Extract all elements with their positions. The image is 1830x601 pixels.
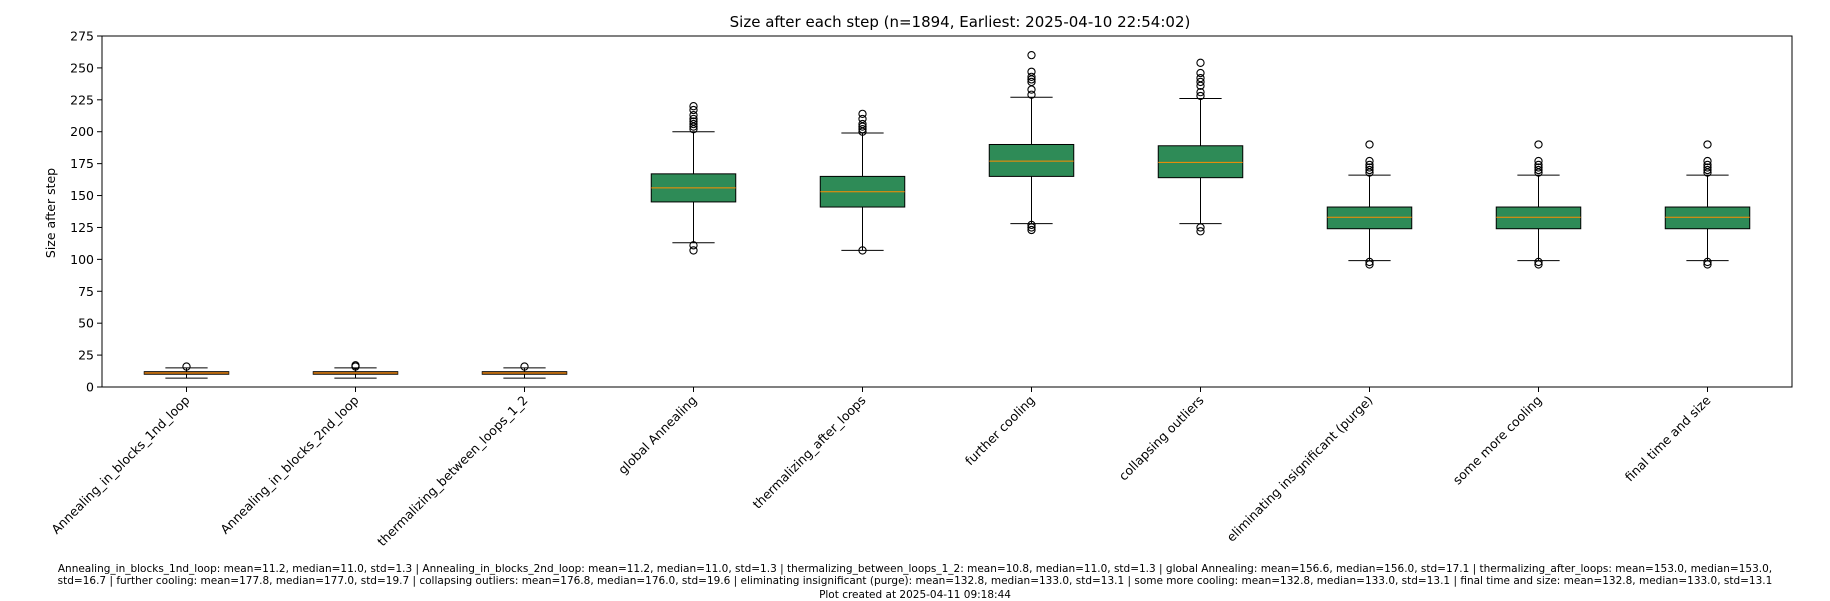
outlier-point (520, 362, 529, 371)
outlier-point (1196, 58, 1205, 67)
outlier-point (1027, 90, 1036, 99)
outlier-point (1534, 163, 1543, 172)
outlier-point (1534, 160, 1543, 170)
outlier-point (1365, 140, 1374, 149)
x-tick-label: Annealing_in_blocks_2nd_loop (217, 392, 361, 536)
outlier-point (1534, 260, 1543, 269)
outlier-point (1196, 227, 1205, 236)
outlier-point (689, 117, 698, 126)
y-axis-label: Size after step (43, 168, 58, 258)
outlier-point (689, 241, 698, 250)
outlier-point (1027, 72, 1036, 81)
outlier-point (1534, 165, 1543, 175)
outlier-point (1365, 257, 1374, 267)
x-tick-label: collapsing outliers (1116, 393, 1207, 484)
y-tick-label: 225 (70, 92, 94, 107)
plot-created-timestamp: Plot created at 2025-04-11 09:18:44 (819, 589, 1011, 601)
outlier-point (1027, 220, 1036, 230)
outlier-point (689, 246, 698, 255)
x-tick-label: Annealing_in_blocks_1nd_loop (48, 392, 192, 536)
chart-title: Size after each step (n=1894, Earliest: … (730, 13, 1191, 31)
x-tick-label: thermalizing_between_loops_1_2 (374, 393, 530, 549)
outlier-point (1027, 85, 1036, 94)
outlier-point (1196, 223, 1205, 232)
outlier-point (1534, 140, 1543, 149)
outlier-point (1365, 260, 1374, 269)
y-tick-label: 0 (86, 380, 94, 395)
outlier-point (1027, 67, 1036, 76)
outlier-point (1365, 156, 1374, 166)
outlier-point (1703, 257, 1712, 267)
footer-stats: Annealing_in_blocks_1nd_loop: mean=11.2,… (0, 563, 1830, 587)
outlier-point (1196, 77, 1205, 87)
y-tick-label: 100 (70, 252, 94, 267)
x-tick-label: some more cooling (1450, 393, 1545, 488)
outlier-point (1027, 223, 1036, 232)
x-tick-label: eliminating insignificant (purge) (1223, 393, 1375, 545)
footer-stats-line-2: std=16.7 | further cooling: mean=177.8, … (57, 575, 1773, 587)
x-tick-label: thermalizing_after_loops (750, 393, 869, 512)
outlier-point (1027, 77, 1036, 87)
y-tick-label: 175 (70, 156, 94, 171)
x-tick-label: global Annealing (615, 393, 700, 478)
outlier-point (689, 119, 698, 129)
outlier-point (689, 110, 698, 120)
y-tick-label: 275 (70, 29, 94, 44)
outlier-point (1703, 156, 1712, 166)
box-iqr (988, 143, 1075, 177)
y-tick-label: 75 (78, 284, 94, 299)
outlier-point (1703, 260, 1712, 269)
plot-area: 0 25 50 75 100 125 150 175 200 225 250 275 Annealing… (48, 29, 1793, 549)
outlier-point (1534, 156, 1543, 166)
y-tick-label: 25 (78, 348, 94, 363)
box-iqr (1664, 206, 1751, 230)
outlier-point (858, 109, 867, 119)
outlier-point (858, 246, 867, 255)
outlier-point (858, 119, 867, 129)
outlier-point (1703, 140, 1712, 149)
outlier-point (1027, 50, 1036, 60)
footer-stats-line-1: Annealing_in_blocks_1nd_loop: mean=11.2,… (57, 563, 1773, 575)
outlier-point (1027, 225, 1036, 235)
outlier-point (1365, 165, 1374, 175)
outlier-point (1196, 73, 1205, 83)
outlier-point (1703, 165, 1712, 175)
outlier-point (1365, 160, 1374, 170)
outlier-point (1196, 91, 1205, 101)
outlier-point (1703, 163, 1712, 172)
y-tick-label: 125 (70, 220, 94, 235)
outlier-point (1534, 257, 1543, 267)
outlier-point (1365, 163, 1374, 172)
box-iqr (1495, 206, 1582, 230)
outlier-point (1703, 160, 1712, 170)
outlier-point (1196, 68, 1205, 78)
outlier-point (689, 114, 698, 124)
box-iqr (1326, 206, 1413, 230)
outlier-point (689, 105, 698, 115)
y-tick-label: 150 (70, 188, 94, 203)
outlier-point (689, 102, 698, 111)
x-tick-label: further cooling (962, 393, 1038, 469)
outlier-point (182, 362, 191, 371)
plot-frame (101, 35, 1793, 388)
x-tick-label: final time and size (1622, 392, 1714, 484)
outlier-point (1196, 88, 1205, 97)
y-tick-label: 50 (78, 316, 94, 331)
outlier-point (351, 361, 360, 370)
y-tick-label: 200 (70, 124, 94, 139)
outlier-point (858, 125, 867, 134)
box-iqr (1157, 145, 1244, 179)
y-tick-label: 250 (70, 60, 94, 75)
outlier-point (858, 114, 867, 124)
